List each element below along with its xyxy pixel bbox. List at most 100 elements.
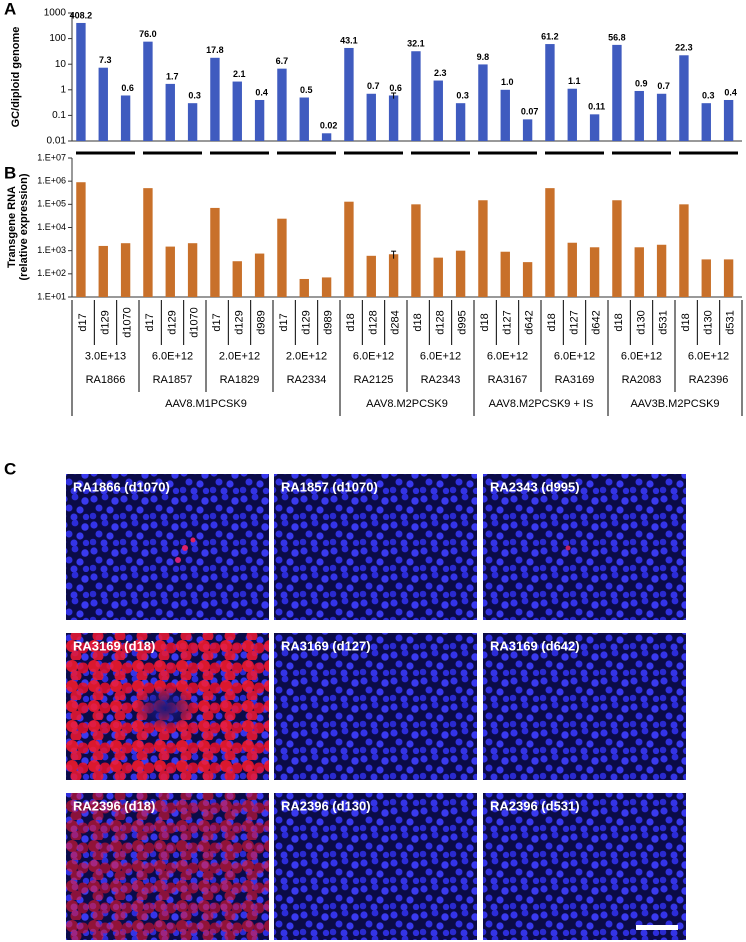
bar [76, 182, 86, 297]
bar [76, 22, 86, 141]
image-panel: C RA1866 (d1070) RA1857 (d1070) RA2343 (… [4, 459, 686, 940]
animal-label: RA1866 [86, 374, 126, 386]
y-tick-label: 1000 [44, 8, 67, 19]
y-tick-label: 1.E+07 [37, 152, 66, 162]
x-tick-label: d284 [390, 310, 402, 334]
x-tick-label: d18 [680, 313, 692, 331]
bar [277, 68, 287, 141]
tile-label: RA1857 (d1070) [281, 479, 378, 494]
value-label: 0.4 [724, 87, 737, 97]
x-tick-label: d17 [144, 313, 156, 331]
x-tick-label: d1070 [189, 307, 201, 338]
x-tick-label: d989 [323, 310, 335, 334]
animal-label: RA1857 [153, 374, 193, 386]
bar [210, 207, 220, 297]
x-tick-label: d642 [524, 310, 536, 334]
animal-label: RA2083 [622, 374, 662, 386]
bar [723, 259, 734, 297]
value-label: 61.2 [541, 31, 559, 41]
value-label: 0.5 [300, 85, 313, 95]
value-label: 0.7 [657, 81, 670, 91]
value-label: 2.3 [434, 68, 447, 78]
x-tick-label: d642 [591, 310, 603, 334]
y-axis-label: Transgene RNA(relative expression) [6, 173, 30, 280]
bar [143, 188, 153, 297]
tile-label: RA2396 (d130) [281, 798, 371, 813]
bar [612, 44, 622, 141]
value-label: 1.7 [166, 71, 179, 81]
bar [344, 201, 354, 297]
animal-label: RA1829 [220, 374, 260, 386]
bar [656, 93, 667, 141]
bar [120, 95, 131, 141]
bar [567, 88, 577, 141]
value-label: 0.07 [521, 107, 539, 117]
dose-label: 6.0E+12 [688, 350, 729, 362]
value-label: 0.02 [320, 121, 338, 131]
animal-label: RA2125 [354, 374, 394, 386]
bar [589, 114, 600, 141]
bar [478, 64, 488, 141]
bar [165, 83, 175, 141]
y-tick-label: 1.E+05 [37, 199, 66, 209]
bar [478, 200, 488, 297]
bar [277, 218, 287, 297]
y-axis-label-line: Transgene RNA [6, 186, 18, 268]
group-label: AAV3B.M2PCSK9 [630, 398, 719, 410]
value-label: 0.3 [188, 91, 201, 101]
bar [433, 80, 443, 141]
value-label: 22.3 [675, 43, 693, 53]
micrograph [274, 793, 477, 940]
bar [187, 103, 198, 141]
x-tick-label: d129 [300, 310, 312, 334]
bar [254, 253, 265, 297]
dose-label: 6.0E+12 [621, 350, 662, 362]
y-axis-label: GC/diploid genome [10, 27, 22, 128]
y-tick-label: 1.E+06 [37, 176, 66, 186]
animal-label: RA3167 [488, 374, 528, 386]
dose-label: 6.0E+12 [353, 350, 394, 362]
bar [679, 204, 689, 297]
bar [299, 278, 309, 297]
group-label: AAV8.M2PCSK9 + IS [489, 398, 594, 410]
x-tick-label: d17 [278, 313, 290, 331]
x-tick-label: d17 [77, 313, 89, 331]
value-label: 9.8 [477, 52, 490, 62]
red-spot [565, 545, 571, 551]
x-tick-label: d128 [367, 310, 379, 334]
value-label: 1.1 [568, 76, 581, 86]
bar [455, 103, 466, 141]
value-label: 0.7 [367, 81, 380, 91]
x-tick-label: d129 [99, 310, 111, 334]
value-label: 1.0 [501, 77, 514, 87]
bar [120, 243, 131, 297]
bar [299, 97, 309, 141]
y-tick-label: 1.E+01 [37, 291, 66, 301]
red-spot [182, 545, 188, 551]
tile-label: RA2396 (d18) [73, 798, 155, 813]
tile-label: RA3169 (d642) [490, 638, 580, 653]
bar [366, 255, 376, 297]
x-tick-label: d17 [211, 313, 223, 331]
value-label: 0.9 [635, 78, 648, 88]
value-label: 0.3 [702, 91, 715, 101]
bar [232, 81, 242, 141]
value-label: 7.3 [99, 55, 112, 65]
micrograph [483, 633, 686, 780]
bar [522, 119, 533, 141]
bar [344, 47, 354, 141]
x-tick-label: d129 [166, 310, 178, 334]
tile-label: RA2343 (d995) [490, 479, 580, 494]
x-tick-label: d1070 [122, 307, 134, 338]
animal-label: RA3169 [555, 374, 595, 386]
red-signal [66, 793, 269, 940]
bar [143, 41, 153, 142]
x-tick-label: d130 [635, 310, 647, 334]
bar [210, 57, 220, 142]
bar [634, 247, 644, 297]
bar [522, 262, 533, 297]
x-tick-label: d129 [233, 310, 245, 334]
bar [545, 188, 555, 297]
value-label: 0.6 [389, 83, 402, 93]
bar [589, 247, 600, 297]
